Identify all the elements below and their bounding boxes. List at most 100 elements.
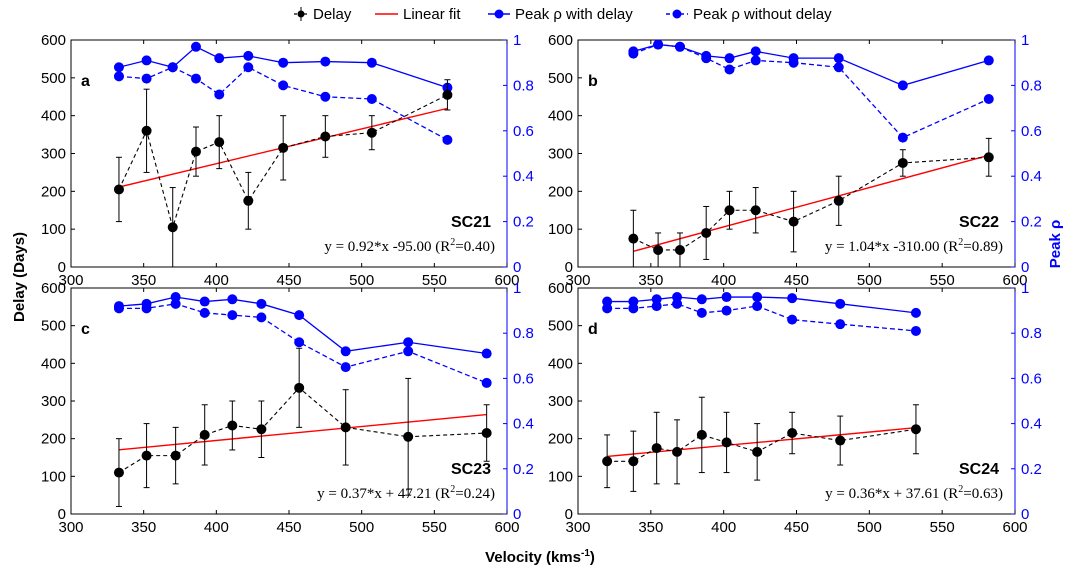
- cycle-label: SC24: [959, 461, 999, 478]
- shared-labels: Delay (Days) Peak ρ Velocity (kms-1): [11, 220, 1064, 566]
- peak-with-point: [910, 307, 921, 318]
- peak-with-point: [294, 310, 305, 321]
- peak-with-point: [141, 298, 152, 309]
- panel-letter: b: [588, 73, 598, 90]
- y-left-tick-label: 200: [41, 183, 66, 200]
- cycle-label: SC22: [959, 214, 999, 231]
- delay-point: [243, 195, 254, 206]
- y-left-tick-label: 100: [41, 221, 66, 238]
- delay-point: [294, 382, 305, 393]
- y-left-tick-label: 300: [548, 393, 573, 410]
- fit-equation: y = 0.92*x -95.00 (R2=0.40): [324, 237, 495, 255]
- y-right-tick-label: 1: [1021, 32, 1029, 49]
- y-left-tick-label: 600: [548, 280, 573, 297]
- delay-point: [724, 205, 735, 216]
- delay-point: [696, 429, 707, 440]
- series-delay: [607, 428, 917, 462]
- y-right-tick-label: 0.8: [1021, 77, 1042, 94]
- x-tick-label: 600: [1002, 519, 1027, 536]
- series-peak-with-delay: [633, 43, 989, 87]
- peak-without-point: [113, 71, 124, 82]
- peak-with-point: [141, 55, 152, 66]
- peak-with-point: [696, 294, 707, 305]
- peak-with-point: [256, 298, 267, 309]
- legend-with-marker: [494, 9, 504, 19]
- legend-fit-label: Linear fit: [403, 6, 461, 23]
- delay-point: [788, 216, 799, 227]
- y-left-tick-label: 0: [58, 506, 66, 523]
- peak-with-point: [788, 53, 799, 64]
- peak-with-point: [752, 292, 763, 303]
- peak-with-point: [167, 62, 178, 73]
- y-left-tick-label: 600: [548, 32, 573, 49]
- y-left-tick-label: 0: [565, 506, 573, 523]
- plot-area: [113, 292, 492, 507]
- x-tick-label: 400: [204, 272, 229, 289]
- peak-with-point: [674, 41, 685, 52]
- peak-with-point: [199, 296, 210, 307]
- plot-area: [113, 41, 453, 267]
- y-right-tick-label: 0.2: [513, 461, 534, 478]
- x-axis-title: Velocity (kms-1): [485, 548, 595, 566]
- fit-equation: y = 1.04*x -310.00 (R2=0.89): [825, 237, 1003, 255]
- peak-with-point: [653, 40, 664, 50]
- peak-without-point: [227, 310, 238, 321]
- y-right-tick-label: 0: [1021, 259, 1029, 276]
- panels: 300 350 400 450 500 550 6000100200300400500600…: [41, 32, 1042, 536]
- series-peak-without-delay: [607, 303, 917, 332]
- x-tick-label: 400: [204, 519, 229, 536]
- peak-with-point: [897, 80, 908, 91]
- delay-point: [653, 244, 664, 255]
- delay-point: [721, 437, 732, 448]
- delay-point: [403, 431, 414, 442]
- peak-without-point: [835, 319, 846, 330]
- peak-without-point: [752, 301, 763, 312]
- y-left-tick-label: 400: [548, 355, 573, 372]
- y-right-tick-label: 0: [1021, 506, 1029, 523]
- panel-c: 300 350 400 450 500 550 6000100200300400500600…: [41, 280, 534, 536]
- delay-point: [897, 157, 908, 168]
- x-tick-label: 450: [276, 519, 301, 536]
- delay-point: [628, 456, 639, 467]
- x-tick-label: 300: [565, 272, 590, 289]
- peak-without-point: [141, 73, 152, 84]
- fit-equation: y = 0.37*x + 47.21 (R2=0.24): [317, 484, 495, 502]
- peak-with-point: [366, 57, 377, 68]
- x-tick-label: 300: [58, 272, 83, 289]
- peak-without-point: [256, 312, 267, 323]
- x-tick-label: 300: [58, 519, 83, 536]
- legend: Delay Linear fit Peak ρ with delay Peak ρ w…: [294, 6, 832, 23]
- peak-without-point: [833, 62, 844, 73]
- y-left-tick-label: 100: [548, 221, 573, 238]
- delay-point: [366, 127, 377, 138]
- panel-frame: [577, 39, 1016, 268]
- y-right-tick-label: 0.2: [1021, 461, 1042, 478]
- panel-b: 300 350 400 450 500 550 6000100200300400500600…: [548, 32, 1042, 289]
- x-tick-label: 550: [930, 519, 955, 536]
- peak-with-point: [320, 56, 331, 67]
- panel-letter: a: [81, 73, 90, 90]
- legend-delay-label: Delay: [313, 6, 352, 23]
- peak-with-point: [278, 57, 289, 68]
- delay-point: [752, 446, 763, 457]
- panel-d: 300 350 400 450 500 550 6000100200300400500600…: [548, 280, 1042, 536]
- x-tick-label: 550: [422, 519, 447, 536]
- delay-point: [835, 435, 846, 446]
- y-left-tick-label: 500: [41, 318, 66, 335]
- delay-point: [320, 131, 331, 142]
- plot-area: [602, 292, 921, 492]
- series-peak-without-delay: [633, 43, 990, 139]
- peak-without-point: [910, 325, 921, 336]
- x-tick-label: 450: [784, 519, 809, 536]
- peak-with-point: [227, 294, 238, 305]
- peak-with-point: [214, 53, 225, 64]
- delay-point: [113, 184, 124, 195]
- x-tick-label: 500: [857, 272, 882, 289]
- cycle-label: SC21: [451, 214, 491, 231]
- y-left-tick-label: 300: [41, 393, 66, 410]
- x-tick-label: 400: [711, 272, 736, 289]
- peak-with-point: [983, 55, 994, 66]
- y-left-tick-label: 200: [548, 431, 573, 448]
- x-tick-label: 350: [638, 519, 663, 536]
